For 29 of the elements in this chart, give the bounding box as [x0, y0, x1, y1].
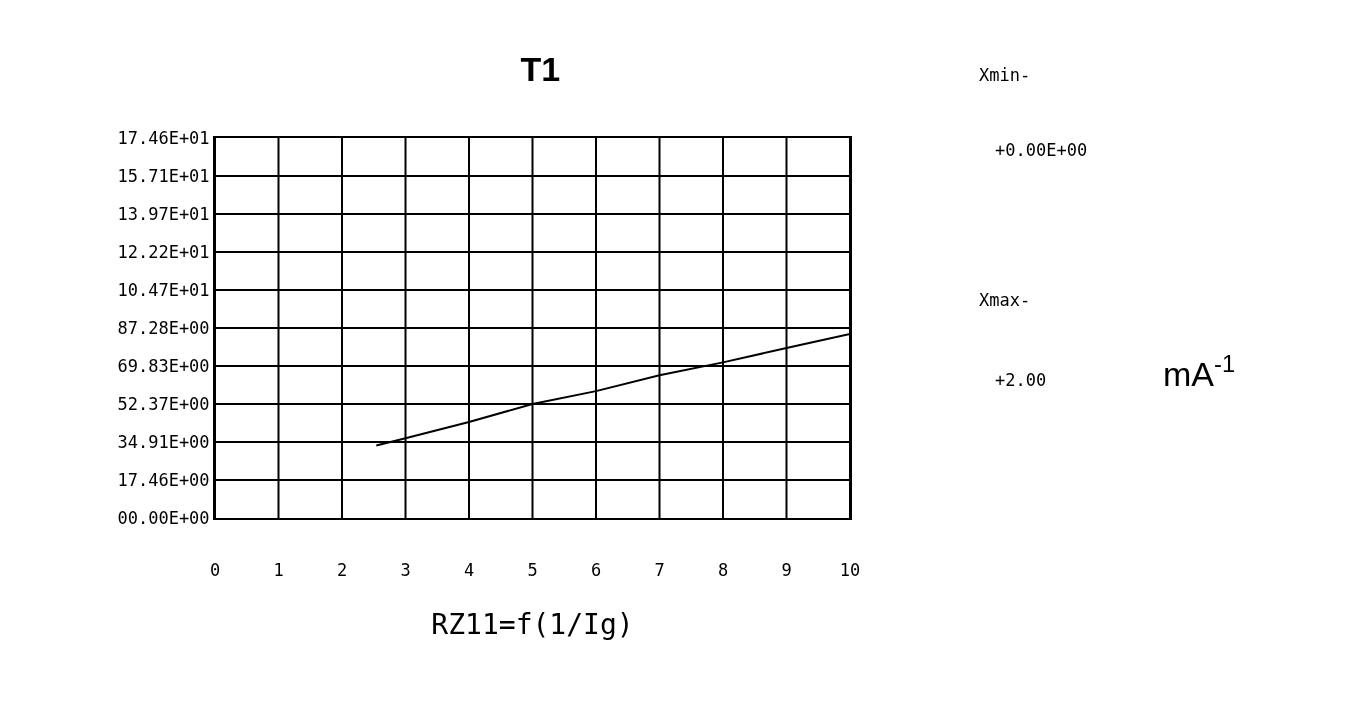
y-tick-label: 00.00E+00 — [117, 507, 210, 528]
x-tick-label: 10 — [839, 560, 861, 581]
x-tick-label: 9 — [781, 560, 792, 581]
x-tick-label: 2 — [336, 560, 348, 581]
text: +0.00E+00 — [995, 140, 1088, 160]
x-tick-label: 8 — [717, 560, 729, 581]
x-tick-label: 4 — [463, 560, 475, 581]
chart-title: T1 — [520, 49, 561, 88]
text: +2.00 — [995, 370, 1047, 390]
y-tick-label: 87.28E+00 — [117, 317, 210, 338]
text: mA$^{-1}$ — [1163, 350, 1236, 394]
y-tick-label: 69.83E+00 — [117, 355, 210, 376]
text: Xmin- — [979, 65, 1031, 85]
x-tick-label: 6 — [590, 560, 602, 581]
y-tick-label: 13.97E+01 — [117, 203, 210, 224]
x-tick-label: 3 — [400, 560, 411, 581]
x-axis-title: RZ11=f(1/Ig) — [431, 608, 634, 641]
x-tick-label: 7 — [654, 560, 665, 581]
y-tick-label: 17.46E+00 — [117, 469, 210, 490]
y-tick-label: 17.46E+01 — [117, 127, 210, 148]
x-tick-label: 5 — [527, 560, 538, 581]
y-tick-label: 52.37E+00 — [117, 393, 210, 414]
y-tick-label: 34.91E+00 — [117, 431, 210, 452]
x-tick-label: 0 — [209, 560, 221, 581]
y-tick-label: 15.71E+01 — [117, 166, 210, 187]
x-tick-label: 1 — [273, 560, 284, 581]
text: Xmax- — [979, 290, 1031, 310]
y-tick-label: 10.47E+01 — [117, 280, 210, 301]
y-tick-label: 12.22E+01 — [117, 241, 210, 262]
